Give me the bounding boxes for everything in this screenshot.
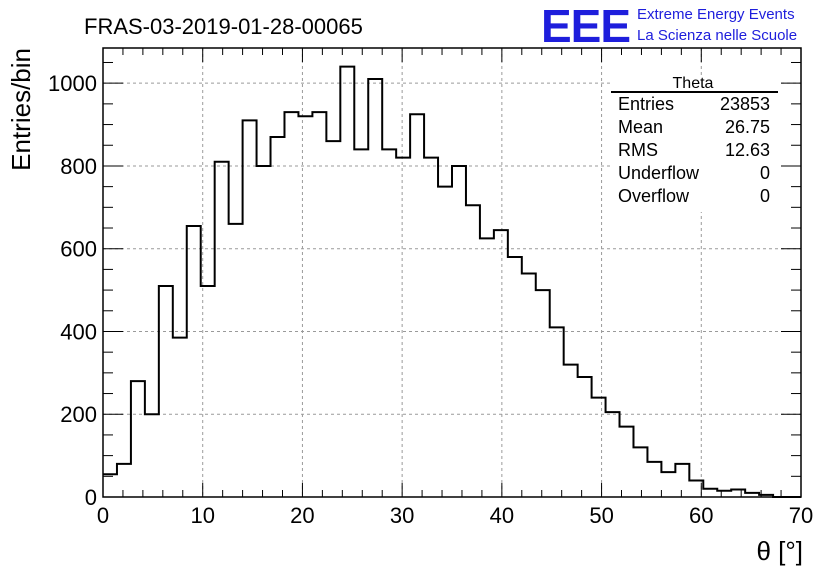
histogram-bin — [564, 365, 578, 497]
stats-underflow-label: Underflow — [618, 163, 700, 183]
histogram-bin — [620, 427, 634, 497]
x-axis-label: θ [°] — [756, 536, 803, 566]
x-tick-label: 50 — [589, 503, 613, 528]
eee-logo-mark: EEE — [541, 0, 630, 52]
x-tick-label: 10 — [190, 503, 214, 528]
eee-logo: EEE Extreme Energy Events La Scienza nel… — [541, 0, 797, 52]
x-tick-labels: 0 10 20 30 40 50 60 70 — [97, 503, 813, 528]
histogram-bin — [717, 491, 731, 497]
x-tick-label: 20 — [290, 503, 314, 528]
histogram-bin — [452, 166, 466, 497]
x-tick-label: 70 — [789, 503, 813, 528]
histogram-bin — [117, 464, 131, 497]
histogram-bin — [438, 187, 452, 497]
plot-frame — [102, 47, 802, 498]
stats-entries-value: 23853 — [720, 94, 770, 114]
y-axis-label: Entries/bin — [6, 48, 36, 171]
histogram-outline — [103, 65, 801, 498]
y-tick-label: 1000 — [48, 71, 97, 96]
stats-rms-label: RMS — [618, 140, 658, 160]
histogram-bin — [187, 226, 201, 497]
histogram-bin — [326, 141, 340, 497]
y-tick-label: 800 — [60, 154, 97, 179]
stats-overflow-label: Overflow — [618, 186, 690, 206]
histogram-bin — [592, 398, 606, 497]
histogram-bin — [215, 162, 229, 497]
chart-title: FRAS-03-2019-01-28-00065 — [84, 14, 363, 39]
histogram-bin — [298, 116, 312, 497]
histogram-bin — [243, 120, 257, 497]
histogram-bin — [466, 205, 480, 497]
histogram-bin — [410, 114, 424, 497]
histogram-bin — [647, 462, 661, 497]
histogram-bin — [354, 149, 368, 497]
histogram-bin — [368, 79, 382, 497]
histogram-bin — [661, 472, 675, 497]
stats-mean-label: Mean — [618, 117, 663, 137]
histogram-bin — [731, 490, 745, 497]
stats-rms-value: 12.63 — [725, 140, 770, 160]
histogram-bin — [606, 412, 620, 497]
histogram-bin — [340, 67, 354, 497]
eee-logo-line2: La Scienza nelle Scuole — [637, 27, 797, 44]
stats-mean-value: 26.75 — [725, 117, 770, 137]
histogram-bin — [131, 381, 145, 497]
histogram-bin — [550, 327, 564, 497]
histogram-bin — [284, 112, 298, 497]
histogram-bin — [312, 112, 326, 497]
y-tick-label: 400 — [60, 319, 97, 344]
histogram-bin — [675, 464, 689, 497]
histogram-bin — [257, 166, 271, 497]
stats-box-background — [610, 76, 778, 212]
stats-overflow-value: 0 — [760, 186, 770, 206]
histogram-bin — [508, 257, 522, 497]
x-tick-label: 40 — [490, 503, 514, 528]
histogram-bin — [703, 489, 717, 497]
stats-entries-label: Entries — [618, 94, 674, 114]
histogram-bin — [159, 286, 173, 497]
stats-box-title: Theta — [673, 75, 714, 92]
histogram-bin — [396, 158, 410, 497]
histogram-bin — [424, 158, 438, 497]
y-tick-label: 0 — [85, 485, 97, 510]
histogram-bin — [271, 137, 285, 497]
histogram-bin — [201, 286, 215, 497]
x-tick-label: 60 — [689, 503, 713, 528]
histogram-bin — [494, 230, 508, 497]
x-tick-label: 0 — [97, 503, 109, 528]
histogram-bin — [103, 474, 117, 497]
y-tick-label: 600 — [60, 237, 97, 262]
x-tick-label: 30 — [390, 503, 414, 528]
histogram-bin — [382, 149, 396, 497]
histogram-bin — [578, 377, 592, 497]
histogram-bin — [480, 238, 494, 497]
histogram-bin — [229, 224, 243, 497]
histogram-bin — [522, 274, 536, 497]
histogram-bin — [536, 290, 550, 497]
stats-underflow-value: 0 — [760, 163, 770, 183]
stats-box: Theta Entries 23853 Mean 26.75 RMS 12.63… — [610, 75, 778, 212]
histogram-bin — [145, 414, 159, 497]
histogram-bin — [689, 480, 703, 497]
y-tick-label: 200 — [60, 402, 97, 427]
histogram-bin — [633, 447, 647, 497]
y-tick-labels: 0 200 400 600 800 1000 — [48, 71, 97, 510]
histogram-bin — [173, 338, 187, 497]
eee-logo-line1: Extreme Energy Events — [637, 6, 795, 23]
